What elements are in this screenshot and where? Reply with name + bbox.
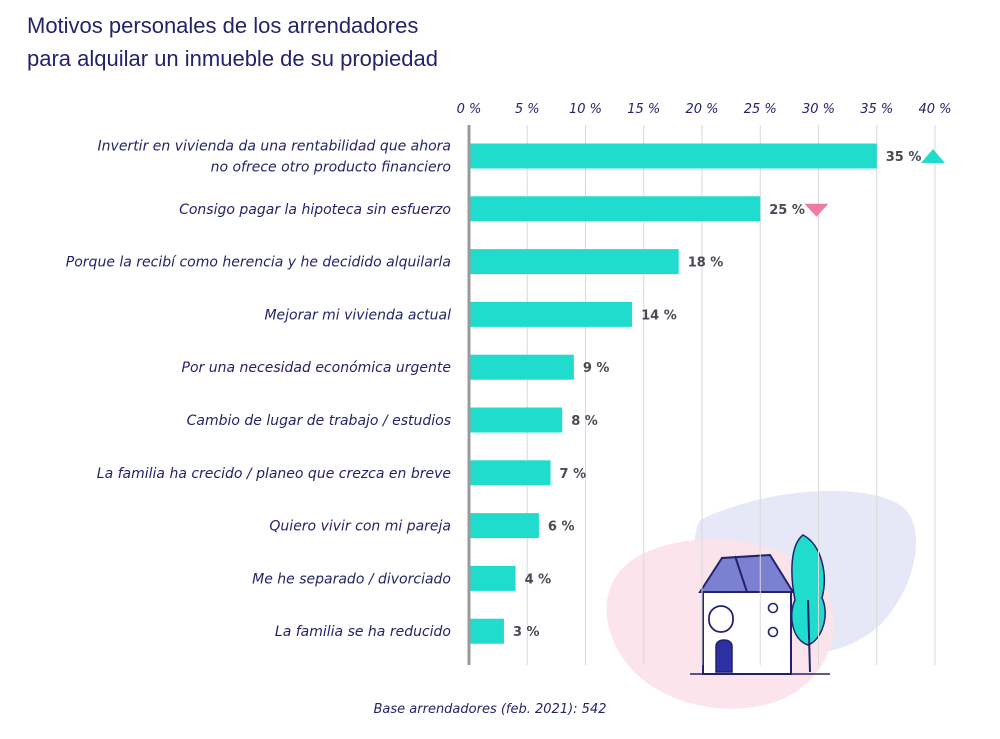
bar bbox=[469, 143, 877, 169]
x-tick-label: 30 % bbox=[802, 102, 835, 117]
category-label: Por una necesidad económica urgente bbox=[182, 360, 451, 376]
value-label: 7 % bbox=[560, 467, 587, 482]
value-label: 6 % bbox=[548, 520, 575, 535]
category-label: Porque la recibí como herencia y he deci… bbox=[66, 255, 451, 271]
bar bbox=[469, 618, 504, 644]
category-label: no ofrece otro producto financiero bbox=[211, 160, 451, 176]
value-label: 25 % bbox=[769, 203, 805, 218]
category-label: Me he separado / divorciado bbox=[252, 571, 451, 587]
x-tick-label: 25 % bbox=[744, 102, 777, 117]
category-label: Invertir en vivienda da una rentabilidad… bbox=[98, 139, 451, 155]
house-porthole bbox=[767, 626, 779, 638]
value-label: 14 % bbox=[641, 308, 677, 323]
roof-ridge bbox=[734, 555, 748, 593]
category-label: Consigo pagar la hipoteca sin esfuerzo bbox=[179, 202, 451, 218]
bar bbox=[469, 513, 539, 539]
value-label: 8 % bbox=[571, 414, 598, 429]
value-label: 35 % bbox=[886, 150, 922, 165]
footnote: Base arrendadores (feb. 2021): 542 bbox=[374, 702, 607, 717]
x-tick-label: 20 % bbox=[685, 102, 718, 117]
trend-up-icon bbox=[920, 149, 945, 163]
bar bbox=[469, 565, 516, 591]
tree-trunk bbox=[807, 599, 811, 673]
value-label: 18 % bbox=[688, 256, 724, 271]
value-label: 3 % bbox=[513, 625, 540, 640]
category-labels: Invertir en vivienda da una rentabilidad… bbox=[66, 139, 451, 641]
x-tick-label: 15 % bbox=[627, 102, 660, 117]
bars bbox=[469, 143, 877, 644]
category-label: La familia se ha reducido bbox=[275, 624, 451, 640]
category-label: Cambio de lugar de trabajo / estudios bbox=[187, 413, 451, 429]
x-tick-label: 10 % bbox=[569, 102, 602, 117]
bar bbox=[469, 196, 761, 222]
value-label: 4 % bbox=[525, 572, 552, 587]
house-porthole bbox=[767, 602, 779, 614]
house-window bbox=[708, 605, 734, 633]
x-tick-labels: 0 % 5 % 10 % 15 % 20 % 25 % 30 % 35 % 40 % bbox=[457, 102, 952, 117]
trend-markers bbox=[804, 149, 945, 217]
x-tick-label: 5 % bbox=[515, 102, 540, 117]
category-label: Quiero vivir con mi pareja bbox=[269, 519, 451, 535]
house-roof bbox=[698, 553, 795, 593]
bar bbox=[469, 249, 679, 275]
bar bbox=[469, 407, 563, 433]
x-tick-label: 40 % bbox=[918, 102, 951, 117]
bar bbox=[469, 460, 551, 486]
bar bbox=[469, 301, 633, 327]
bar bbox=[469, 354, 574, 380]
category-label: La familia ha crecido / planeo que crezc… bbox=[97, 466, 451, 482]
chart-title-line-1: Motivos personales de los arrendadores bbox=[27, 13, 418, 38]
tree-icon bbox=[791, 534, 826, 646]
house-door bbox=[715, 639, 733, 673]
value-labels: 35 % 25 % 18 % 14 % 9 % 8 % 7 % 6 % 4 % 3 % bbox=[513, 150, 921, 640]
chart-title-line-2: para alquilar un inmueble de su propieda… bbox=[27, 46, 438, 71]
category-label: Mejorar mi vivienda actual bbox=[264, 307, 451, 323]
trend-down-icon bbox=[804, 203, 829, 217]
value-label: 9 % bbox=[583, 361, 610, 376]
house-illustration bbox=[606, 490, 917, 709]
x-tick-label: 35 % bbox=[860, 102, 893, 117]
x-tick-label: 0 % bbox=[457, 102, 482, 117]
